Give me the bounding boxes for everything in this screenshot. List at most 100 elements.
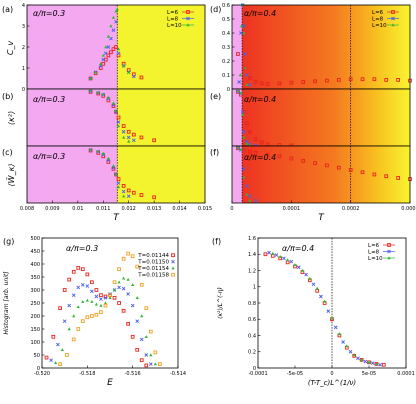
data-point-0	[171, 253, 175, 258]
data-point-4	[243, 52, 247, 56]
data-point-13	[372, 172, 377, 177]
data-point-3	[76, 327, 81, 331]
y-tick-label: 500	[30, 236, 40, 242]
annotation: α/π=0.4	[282, 244, 314, 253]
data-point-7	[90, 300, 94, 303]
data-point-12	[356, 356, 360, 361]
y-tick-label: 150	[30, 327, 40, 333]
series-L-10	[88, 147, 126, 198]
data-point-3	[245, 184, 249, 188]
data-point-3	[244, 121, 249, 126]
data-point-10	[341, 340, 345, 344]
y-tick-label: 0.5	[222, 17, 230, 23]
legend-entry: T=0.01144	[137, 253, 169, 259]
y-tick-label: 200	[30, 314, 40, 320]
data-point-7	[122, 135, 126, 139]
data-point-15	[117, 301, 121, 305]
y-tick-label: 1	[253, 285, 256, 291]
data-point-11	[152, 195, 156, 200]
data-point-2	[101, 92, 105, 96]
y-tick-label: 450	[30, 249, 40, 255]
data-point-1	[60, 348, 64, 351]
data-point-0	[237, 80, 241, 84]
data-point-11	[348, 168, 353, 172]
data-point-17	[135, 296, 139, 299]
panel-label: (f)	[210, 148, 219, 157]
series-T-0-01150	[49, 282, 153, 366]
legend-entry: L=8	[167, 16, 179, 22]
data-point-9	[325, 163, 329, 168]
legend-entry: L=6	[372, 10, 384, 16]
data-point-5	[245, 83, 249, 86]
data-point-17	[130, 303, 135, 308]
y-tick-label: 300	[30, 288, 40, 294]
data-point-6	[277, 81, 282, 86]
data-point-0	[236, 52, 240, 56]
data-point-2	[387, 256, 391, 260]
data-point-6	[116, 181, 121, 185]
data-point-16	[131, 283, 135, 286]
x-tick-label: 0.013	[147, 206, 161, 212]
data-point-1	[94, 70, 98, 74]
data-point-8	[326, 309, 331, 313]
data-point-2	[242, 175, 246, 179]
data-point-5	[114, 108, 118, 112]
data-point-7	[94, 312, 99, 317]
x-tick-label: -5e-05	[287, 371, 303, 377]
y-tick-label: 0	[227, 87, 230, 93]
annotation: α/π=0.4	[244, 9, 276, 18]
data-point-1	[278, 254, 282, 258]
y-axis-label: Histogram [arb. unit]	[3, 271, 10, 335]
series-L-10	[236, 89, 252, 147]
data-point-5	[308, 276, 312, 280]
data-point-7	[323, 299, 327, 303]
data-point-6	[109, 50, 113, 55]
data-point-19	[148, 329, 153, 334]
data-point-1	[186, 16, 190, 21]
x-axis-label: E	[107, 378, 113, 388]
data-point-7	[121, 184, 126, 188]
series-L-6	[263, 252, 386, 367]
data-point-8	[114, 9, 118, 13]
data-point-0	[54, 361, 58, 364]
data-point-4	[103, 57, 108, 62]
data-point-6	[85, 298, 89, 302]
data-point-4	[104, 45, 108, 49]
legend-entry: L=8	[372, 16, 384, 22]
data-point-9	[131, 190, 136, 195]
shading-region-1	[242, 89, 410, 146]
data-point-6	[311, 282, 316, 287]
legend-entry: L=10	[372, 23, 387, 29]
x-tick-label: 0.011	[96, 206, 110, 212]
data-point-1	[65, 353, 69, 357]
x-tick-label: 0.014	[172, 206, 186, 212]
panel-label: (e)	[210, 92, 221, 101]
data-point-18	[144, 306, 149, 311]
data-point-16	[135, 264, 140, 269]
y-tick-label: 0.1	[222, 73, 230, 79]
data-point-7	[85, 284, 90, 288]
data-point-21	[158, 362, 162, 366]
y-tick-label: 3	[22, 24, 25, 30]
data-point-12	[127, 70, 131, 74]
data-point-7	[111, 28, 116, 33]
data-point-9	[131, 138, 136, 143]
y-tick-label: 0	[22, 87, 25, 93]
data-point-2	[62, 319, 67, 324]
data-point-2	[67, 327, 71, 331]
data-point-14	[112, 295, 117, 300]
data-point-6	[90, 314, 94, 318]
data-point-9	[131, 132, 136, 137]
data-point-10	[99, 297, 103, 301]
data-point-0	[88, 147, 93, 151]
data-point-15	[384, 78, 389, 82]
data-point-20	[153, 350, 158, 355]
legend-entry: L=6	[167, 10, 179, 16]
data-point-10	[108, 293, 112, 298]
data-point-4	[243, 66, 247, 70]
legend-entry: L=10	[368, 256, 383, 262]
legend-entry: T=0.01150	[137, 260, 169, 266]
x-tick-label: 5e-05	[362, 371, 376, 377]
data-point-6	[109, 24, 113, 28]
